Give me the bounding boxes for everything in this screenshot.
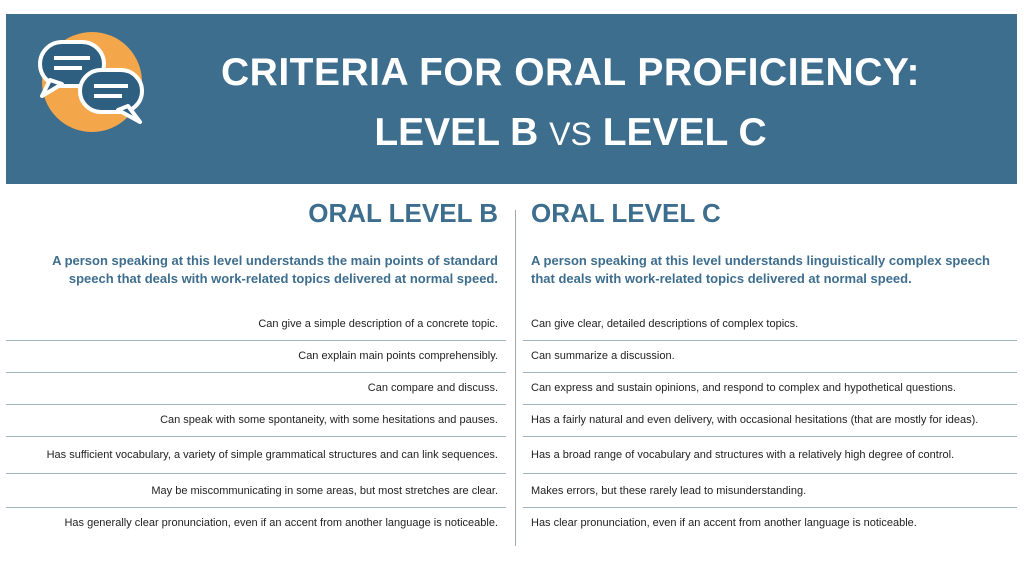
level-b-criterion: May be miscommunicating in some areas, b… bbox=[151, 485, 498, 497]
row-separator bbox=[523, 372, 1017, 373]
level-c-criterion: Can express and sustain opinions, and re… bbox=[531, 382, 956, 394]
row-separator bbox=[523, 436, 1017, 437]
level-c-criterion: Has clear pronunciation, even if an acce… bbox=[531, 517, 917, 529]
speech-bubbles-icon bbox=[38, 32, 144, 132]
row-separator bbox=[6, 404, 506, 405]
header-banner: CRITERIA FOR ORAL PROFICIENCY: LEVEL B V… bbox=[6, 14, 1017, 184]
level-b-criterion: Can explain main points comprehensibly. bbox=[298, 350, 498, 362]
level-b-criterion: Can compare and discuss. bbox=[367, 382, 498, 394]
row-separator bbox=[523, 473, 1017, 474]
level-c-criterion: Has a broad range of vocabulary and stru… bbox=[531, 449, 955, 461]
column-divider bbox=[515, 210, 516, 546]
level-b-criterion: Can speak with some spontaneity, with so… bbox=[160, 414, 498, 426]
level-b-criterion: Can give a simple description of a concr… bbox=[258, 318, 498, 330]
row-separator bbox=[6, 436, 506, 437]
row-separator bbox=[523, 507, 1017, 508]
title-level-b: LEVEL B bbox=[374, 111, 539, 154]
level-b-criterion: Has generally clear pronunciation, even … bbox=[64, 517, 498, 529]
level-c-criterion: Makes errors, but these rarely lead to m… bbox=[531, 485, 807, 497]
level-c-criterion: Has a fairly natural and even delivery, … bbox=[531, 414, 979, 426]
row-separator bbox=[6, 507, 506, 508]
level-c-heading: ORAL LEVEL C bbox=[531, 198, 721, 228]
row-separator bbox=[6, 473, 506, 474]
title-vs: VS bbox=[549, 116, 592, 152]
row-separator bbox=[523, 404, 1017, 405]
level-c-criterion: Can give clear, detailed descriptions of… bbox=[531, 318, 799, 330]
title-level-c: LEVEL C bbox=[602, 111, 767, 154]
row-separator bbox=[523, 340, 1017, 341]
level-b-description: A person speaking at this level understa… bbox=[52, 253, 498, 286]
title-line-2: LEVEL B VS LEVEL C bbox=[124, 106, 1017, 161]
page-title: CRITERIA FOR ORAL PROFICIENCY: LEVEL B V… bbox=[124, 48, 1017, 161]
level-c-criterion: Can summarize a discussion. bbox=[531, 350, 675, 362]
level-c-description: A person speaking at this level understa… bbox=[531, 253, 990, 286]
level-b-heading: ORAL LEVEL B bbox=[308, 198, 498, 228]
row-separator bbox=[6, 372, 506, 373]
level-b-criterion: Has sufficient vocabulary, a variety of … bbox=[46, 449, 498, 461]
title-line-1: CRITERIA FOR ORAL PROFICIENCY: bbox=[221, 51, 920, 94]
row-separator bbox=[6, 340, 506, 341]
